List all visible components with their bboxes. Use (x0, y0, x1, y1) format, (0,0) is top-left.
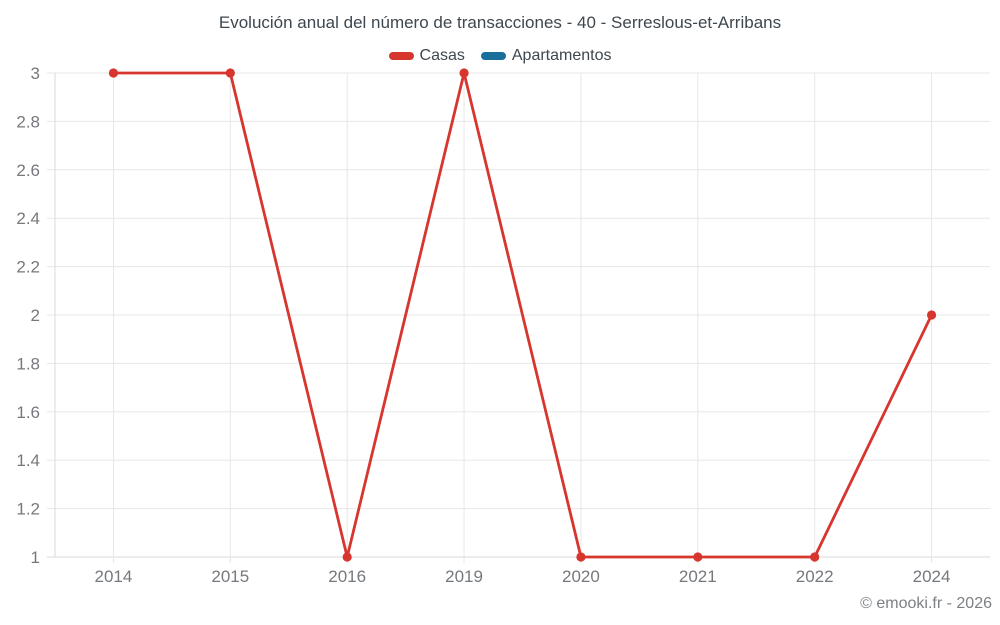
data-point-casas-2016 (342, 552, 352, 562)
legend-swatch-casas (388, 52, 414, 60)
data-point-casas-2024 (926, 310, 937, 320)
y-axis-tick-label: 2.4 (16, 209, 40, 228)
x-axis-tick-label: 2021 (679, 567, 717, 586)
data-point-casas-2022 (810, 552, 820, 562)
y-axis-tick-label: 1 (31, 548, 40, 567)
y-axis-tick-label: 1.8 (16, 354, 40, 373)
legend-label: Apartamentos (511, 47, 612, 64)
series-line-casas (112, 71, 933, 559)
copyright-text: © emooki.fr - 2026 (860, 595, 992, 612)
data-point-casas-2020 (576, 552, 586, 562)
chart-legend: Casas Apartamentos (0, 46, 1000, 66)
y-axis-tick-label: 1.6 (16, 403, 40, 422)
x-axis-tick-label: 2019 (445, 567, 483, 586)
y-axis-tick-label: 1.4 (16, 451, 40, 470)
y-axis-tick-label: 2.6 (16, 161, 40, 180)
data-point-casas-2015 (225, 68, 235, 78)
x-axis-tick-label: 2014 (95, 567, 133, 586)
y-axis-tick-label: 2 (31, 306, 40, 325)
x-axis-tick-label: 2022 (796, 567, 834, 586)
data-point-casas-2014 (108, 68, 119, 78)
data-point-casas-2019 (459, 68, 469, 78)
x-axis-tick-label: 2016 (328, 567, 366, 586)
legend-label: Casas (419, 47, 465, 64)
x-axis-tick-label: 2024 (913, 567, 951, 586)
x-axis-tick-label: 2020 (562, 567, 600, 586)
legend-swatch-apartamentos (480, 52, 506, 60)
y-axis-tick-label: 2.8 (16, 112, 40, 131)
x-axis-tick-label: 2015 (211, 567, 249, 586)
chart-title: Evolución anual del número de transaccio… (218, 13, 782, 32)
y-axis-tick-label: 2.2 (16, 258, 40, 277)
legend-item-casas[interactable]: Casas (388, 47, 465, 65)
y-axis-tick-label: 3 (31, 64, 40, 83)
legend-item-apartamentos[interactable]: Apartamentos (480, 47, 612, 65)
data-point-casas-2021 (693, 552, 703, 562)
y-axis-tick-label: 1.2 (16, 500, 40, 519)
